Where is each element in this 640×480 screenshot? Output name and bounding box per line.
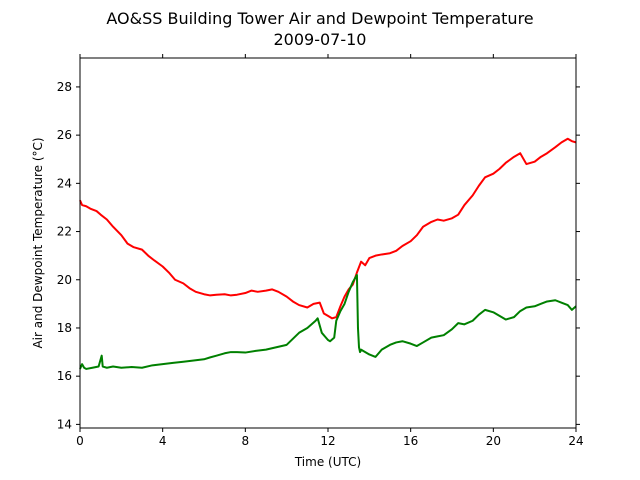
y-tick-label: 14 — [57, 417, 72, 431]
series-layer — [79, 137, 577, 370]
y-tick-label: 26 — [57, 128, 72, 142]
tick-layer: 0 4 8 12 16 20 24 14 16 18 20 22 24 26 28 — [57, 54, 584, 448]
x-tick-label: 24 — [568, 434, 583, 448]
series-line-2 — [79, 273, 577, 370]
x-tick-label: 20 — [486, 434, 501, 448]
y-tick-label: 16 — [57, 369, 72, 383]
chart-subtitle: 2009-07-10 — [274, 30, 367, 49]
x-tick-label: 0 — [76, 434, 84, 448]
chart-title: AO&SS Building Tower Air and Dewpoint Te… — [106, 9, 533, 28]
y-axis-label: Air and Dewpoint Temperature (°C) — [31, 137, 45, 348]
y-tick-label: 20 — [57, 273, 72, 287]
x-tick-label: 4 — [159, 434, 167, 448]
plot-frame — [79, 57, 577, 429]
y-tick-label: 28 — [57, 80, 72, 94]
x-tick-label: 8 — [242, 434, 250, 448]
x-axis-label: Time (UTC) — [294, 455, 361, 469]
y-tick-label: 24 — [57, 176, 72, 190]
y-tick-label: 18 — [57, 321, 72, 335]
series-line-1 — [79, 137, 577, 320]
x-tick-label: 12 — [320, 434, 335, 448]
plot-area: 0 4 8 12 16 20 24 14 16 18 20 22 24 26 28 — [57, 54, 584, 448]
y-tick-label: 22 — [57, 225, 72, 239]
x-tick-label: 16 — [403, 434, 418, 448]
